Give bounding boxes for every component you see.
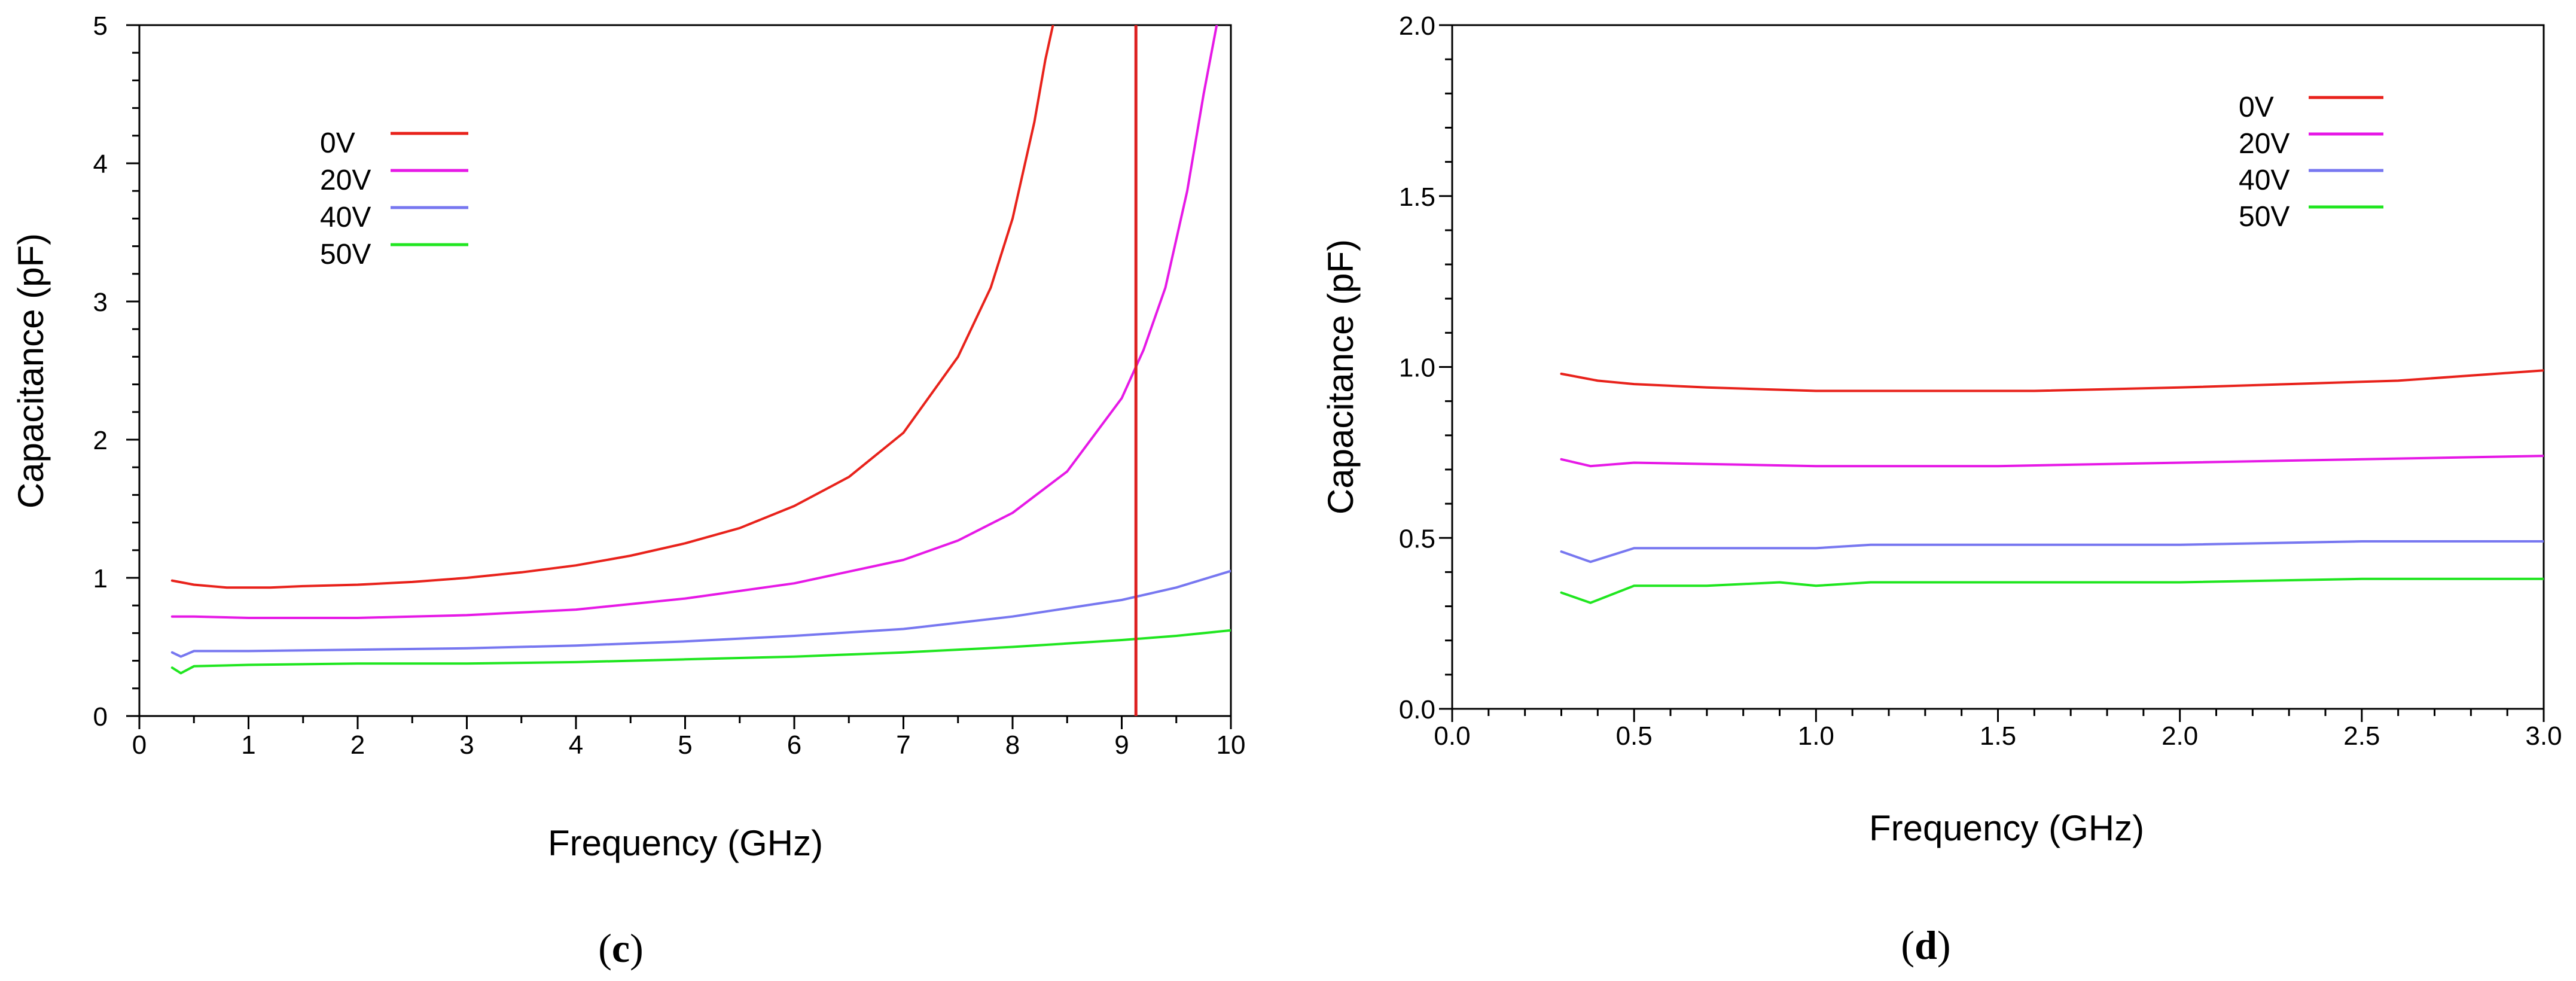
x-tick-label: 0.0 [1434, 721, 1470, 751]
y-tick-label: 1.0 [1399, 354, 1435, 383]
legend-label-40v: 40V [320, 202, 371, 233]
x-tick-label: 6 [787, 730, 801, 760]
legend-label-20v: 20V [2239, 128, 2290, 160]
x-tick-label: 2.0 [2162, 721, 2198, 751]
x-tick-label: 1.0 [1798, 721, 1834, 751]
y-axis-title-c: Capacitance (pF) [11, 233, 51, 508]
x-tick-label: 2.5 [2343, 721, 2380, 751]
chart-panel-d: 0.0 0.5 1.0 1.5 2.0 2.5 3.0 0.0 0.5 1.0 1.5 2.0 Freq… [1321, 11, 2562, 848]
y-axis-title-d: Capacitance (pF) [1321, 239, 1361, 514]
legend-label-20v: 20V [320, 164, 371, 196]
y-tick-label: 3 [93, 288, 108, 317]
y-tick-label: 0 [93, 702, 108, 732]
x-tick-label: 0 [132, 730, 147, 760]
y-tick-label: 2 [93, 426, 108, 455]
x-tick-label: 8 [1005, 730, 1020, 760]
panel-label-d: (d) [1901, 922, 1950, 968]
series-line-d-40v [1560, 540, 2544, 563]
x-tick-label: 9 [1114, 730, 1129, 760]
y-tick-label: 2.0 [1399, 11, 1435, 41]
legend-label-50v: 50V [320, 239, 371, 270]
x-tick-label: 0.5 [1616, 721, 1653, 751]
x-axis-title-c: Frequency (GHz) [548, 823, 823, 863]
y-tick-label: 4 [93, 150, 108, 179]
legend-label-40v: 40V [2239, 164, 2290, 196]
legend-label-0v: 0V [2239, 92, 2274, 123]
x-tick-label: 10 [1217, 730, 1246, 760]
series-line-c-20v [170, 25, 1218, 619]
series-line-c-0v [170, 25, 1054, 589]
x-axis-title-d: Frequency (GHz) [1869, 808, 2144, 848]
y-tick-label: 0.0 [1399, 695, 1435, 724]
series-line-c-50v [170, 629, 1231, 675]
panel-label-c: (c) [598, 925, 644, 971]
y-tick-label: 0.5 [1399, 524, 1435, 553]
x-tick-label: 4 [569, 730, 583, 760]
chart-panel-c: 0 1 2 3 4 5 6 7 8 9 10 0 1 2 3 4 5 Frequency (GHz) Capacit… [11, 11, 1245, 863]
x-tick-label: 2 [350, 730, 365, 760]
x-tick-label: 1.5 [1980, 721, 2016, 751]
x-tick-label: 5 [678, 730, 692, 760]
x-tick-label: 1 [241, 730, 255, 760]
legend-label-50v: 50V [2239, 201, 2290, 233]
y-tick-label: 1.5 [1399, 182, 1435, 212]
series-line-c-40v [170, 569, 1231, 658]
x-tick-label: 3.0 [2525, 721, 2562, 751]
series-line-d-50v [1560, 577, 2544, 604]
series-line-d-20v [1560, 455, 2544, 468]
x-tick-label: 3 [459, 730, 474, 760]
y-tick-label: 1 [93, 564, 108, 593]
y-tick-label: 5 [93, 11, 108, 41]
legend-label-0v: 0V [320, 127, 355, 159]
x-tick-label: 7 [896, 730, 910, 760]
series-line-d-0v [1560, 369, 2544, 392]
